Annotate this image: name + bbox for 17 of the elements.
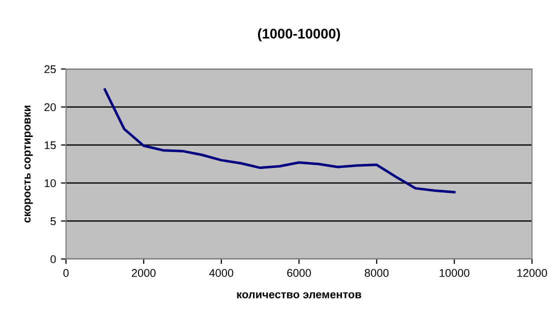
chart-title: (1000-10000) bbox=[258, 28, 340, 42]
y-axis-title: скорость сортировки bbox=[24, 106, 33, 223]
y-tick-label: 15 bbox=[44, 141, 56, 150]
y-tick-label: 20 bbox=[44, 103, 56, 112]
line-series bbox=[104, 88, 456, 194]
y-tick-label: 25 bbox=[44, 65, 56, 74]
y-tick-label: 10 bbox=[44, 179, 56, 188]
x-tick-label: 6000 bbox=[287, 269, 311, 277]
x-tick-label: 12000 bbox=[517, 269, 548, 277]
x-tick-label: 0 bbox=[63, 269, 69, 277]
x-axis-title: количество элементов bbox=[237, 292, 362, 298]
x-tick-label: 4000 bbox=[209, 269, 234, 277]
x-tick-label: 2000 bbox=[132, 269, 156, 277]
x-tick-label: 8000 bbox=[364, 269, 389, 277]
x-tick-label: 10000 bbox=[440, 269, 470, 277]
y-tick-label: 5 bbox=[50, 217, 56, 226]
y-tick-label: 0 bbox=[50, 255, 56, 264]
